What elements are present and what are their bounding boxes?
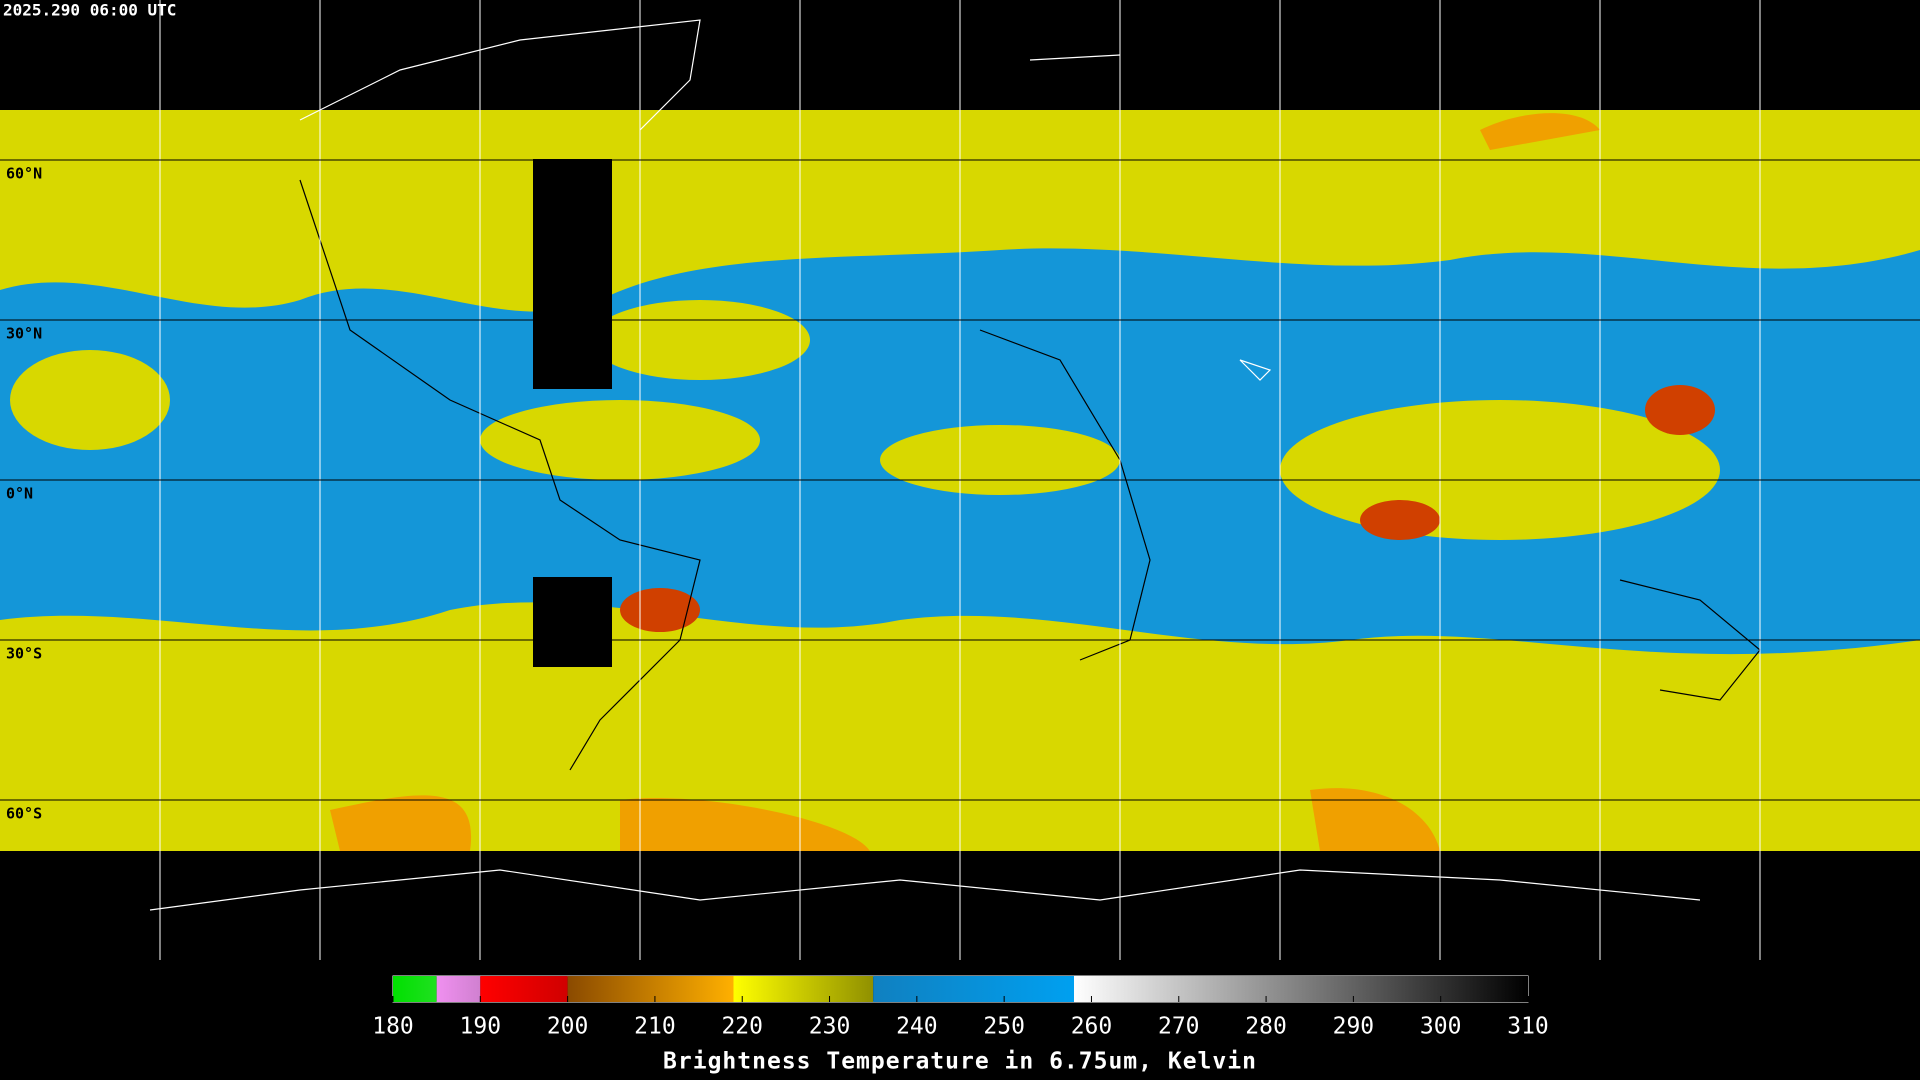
coastlines-white <box>149 19 1701 911</box>
data-gap <box>533 159 612 389</box>
latitude-label: 30°S <box>6 645 42 663</box>
colorbar-segment <box>436 976 481 1002</box>
tropical-convection <box>590 300 810 380</box>
colorbar-tick-label: 180 <box>372 1014 414 1040</box>
colorbar-segment <box>733 976 874 1002</box>
colorbar-tick-label: 300 <box>1420 1014 1462 1040</box>
colorbar-tick-label: 290 <box>1333 1014 1375 1040</box>
colorbar-tick-label: 200 <box>547 1014 589 1040</box>
colorbar-tick-label: 210 <box>634 1014 676 1040</box>
colorbar-tick-label: 260 <box>1071 1014 1113 1040</box>
colorbar: 180 190 200 210 220 230 240 250 260 270 280 290 300 3… <box>372 976 1549 1040</box>
colorbar-segment <box>567 976 734 1002</box>
data-gap <box>533 577 612 667</box>
latitude-label: 60°N <box>6 165 42 183</box>
latitude-label: 0°N <box>6 485 33 503</box>
colorbar-tick-label: 220 <box>721 1014 763 1040</box>
graticule: 60°N 30°N 0°N 30°S 60°S <box>0 0 1920 960</box>
colorbar-tick-label: 280 <box>1245 1014 1287 1040</box>
colorbar-tick-label: 310 <box>1507 1014 1549 1040</box>
colorbar-segment <box>1074 976 1528 1002</box>
tropical-convection <box>880 425 1120 495</box>
colorbar-segment <box>393 976 437 1002</box>
latitude-label: 30°N <box>6 325 42 343</box>
timestamp: 2025.290 06:00 UTC <box>3 1 176 20</box>
colorbar-tick-label: 240 <box>896 1014 938 1040</box>
colorbar-title: Brightness Temperature in 6.75um, Kelvin <box>663 1049 1257 1075</box>
colorbar-tick-label: 250 <box>983 1014 1025 1040</box>
colorbar-tick-label: 230 <box>809 1014 851 1040</box>
deep-convection <box>1360 500 1440 540</box>
latitude-label: 60°S <box>6 805 42 823</box>
tropical-convection <box>10 350 170 450</box>
colorbar-segment <box>873 976 1074 1002</box>
colorbar-tick-label: 270 <box>1158 1014 1200 1040</box>
deep-convection <box>1645 385 1715 435</box>
tropical-convection <box>480 400 760 480</box>
colorbar-segment <box>480 976 568 1002</box>
colorbar-tick-label: 190 <box>460 1014 502 1040</box>
